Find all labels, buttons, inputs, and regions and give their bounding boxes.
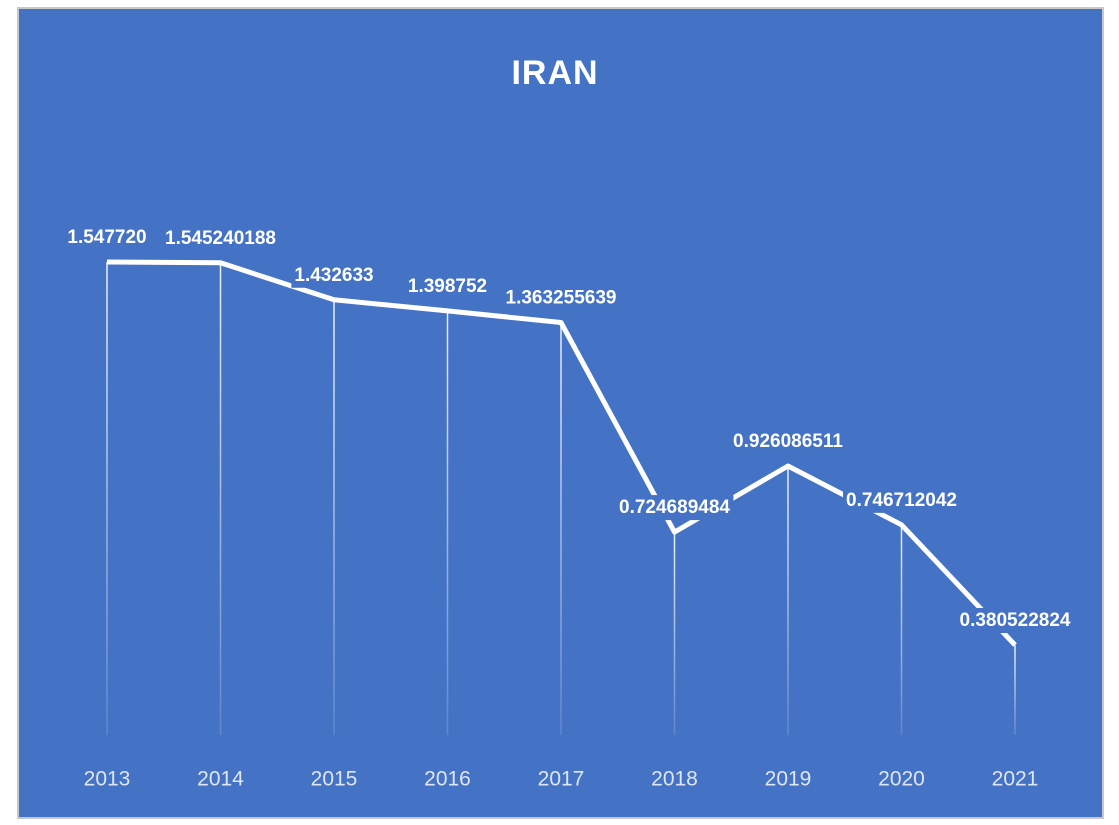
data-label: 0.724689484: [619, 497, 730, 518]
x-tick-label: 2019: [765, 768, 812, 791]
drop-line: [333, 299, 335, 735]
data-label: 1.398752: [408, 276, 487, 297]
data-label-background: [843, 487, 960, 513]
data-label-background: [64, 225, 150, 251]
drop-line: [673, 532, 676, 735]
drop-line: [219, 262, 222, 735]
data-label: 0.380522824: [960, 610, 1071, 631]
x-tick-label: 2015: [311, 768, 358, 791]
x-tick-label: 2017: [538, 768, 585, 791]
data-label-background: [616, 495, 734, 521]
data-label: 1.545240188: [165, 228, 276, 249]
drop-line: [560, 322, 562, 735]
x-tick-label: 2016: [424, 768, 471, 791]
data-label-background: [502, 285, 620, 311]
data-label: 0.926086511: [733, 431, 843, 452]
x-tick-label: 2018: [651, 768, 698, 791]
chart-title: IRAN: [511, 54, 598, 92]
data-label-background: [730, 428, 847, 454]
drop-line: [787, 465, 789, 735]
data-label-background: [956, 608, 1074, 634]
drop-line: [106, 262, 108, 735]
drop-line: [446, 310, 449, 735]
data-label: 1.363255639: [506, 288, 617, 309]
x-tick-label: 2021: [992, 768, 1039, 791]
data-label-background: [404, 273, 491, 299]
x-tick-label: 2013: [84, 768, 131, 791]
data-label-background: [162, 225, 279, 251]
drop-line: [1014, 645, 1016, 735]
data-label: 1.547720: [67, 227, 146, 248]
data-label: 1.432633: [294, 265, 373, 286]
data-label: 0.746712042: [846, 490, 957, 511]
x-tick-label: 2014: [197, 768, 244, 791]
drop-line: [900, 524, 903, 735]
data-label-background: [291, 262, 377, 288]
x-tick-label: 2020: [878, 768, 925, 791]
